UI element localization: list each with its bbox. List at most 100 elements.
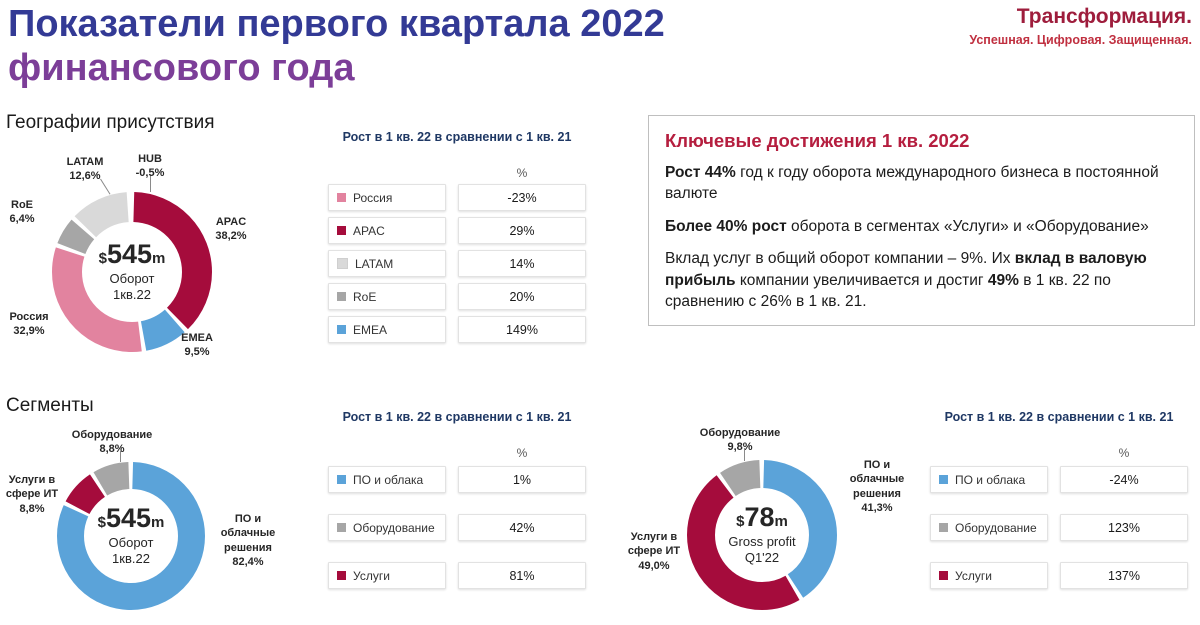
row-label: Россия xyxy=(353,190,393,205)
key-achievements-paragraph: Вклад услуг в общий оборот компании – 9%… xyxy=(665,248,1178,312)
geo-donut-svg xyxy=(52,192,212,352)
row-value-cell: 29% xyxy=(458,217,586,244)
row-label-cell: EMEA xyxy=(328,316,446,343)
legend-swatch xyxy=(337,226,346,235)
key-achievements-panel: Ключевые достижения 1 кв. 2022 Рост 44% … xyxy=(648,115,1195,327)
callout-russia: Россия 32,9% xyxy=(0,310,58,339)
table-row: ПО и облака 1% xyxy=(328,466,586,493)
callout-value: 9,5% xyxy=(184,346,210,359)
callout-label: Услуги в сфере ИТ xyxy=(627,531,681,558)
callout-value: 82,4% xyxy=(232,555,264,568)
row-label-cell: Услуги xyxy=(930,562,1048,589)
row-value-cell: 1% xyxy=(458,466,586,493)
brand-logo-subtitle: Успешная. Цифровая. Защищенная. xyxy=(969,33,1192,47)
donut-segment-ПО и облачные решения xyxy=(57,462,205,610)
text-segment: Рост 44% xyxy=(665,164,736,181)
text-segment: год к году оборота международного бизнес… xyxy=(665,164,1159,203)
table-header: Рост в 1 кв. 22 в сравнении с 1 кв. 21 xyxy=(342,130,572,144)
row-value-cell: 20% xyxy=(458,283,586,310)
key-achievements-paragraph: Более 40% рост оборота в сегментах «Услу… xyxy=(665,216,1178,237)
callout-label: Услуги в сфере ИТ xyxy=(5,474,59,501)
table-row: RoE 20% xyxy=(328,283,586,310)
table-row: Оборудование 42% xyxy=(328,514,586,541)
callout-software-cloud: ПО и облачные решения 41,3% xyxy=(846,458,908,515)
text-segment: вклад в валовую прибыль xyxy=(665,250,1147,289)
callout-apac: APAC 38,2% xyxy=(203,215,259,244)
row-label: Услуги xyxy=(955,568,992,583)
callout-value: 12,6% xyxy=(69,170,101,183)
brand-logo: Трансформация. Успешная. Цифровая. Защищ… xyxy=(969,5,1192,47)
row-value-cell: -24% xyxy=(1060,466,1188,493)
legend-swatch xyxy=(337,571,346,580)
row-value-cell: 149% xyxy=(458,316,586,343)
table-row: Оборудование 123% xyxy=(930,514,1188,541)
callout-emea: EMEA 9,5% xyxy=(170,331,224,360)
callout-label: APAC xyxy=(215,216,247,228)
row-label: ПО и облака xyxy=(353,472,424,487)
row-label: APAC xyxy=(353,223,385,238)
callout-it-services: Услуги в сфере ИТ 49,0% xyxy=(622,530,686,573)
row-label: RoE xyxy=(353,289,377,304)
callout-value: 38,2% xyxy=(215,230,247,243)
row-label-cell: ПО и облака xyxy=(328,466,446,493)
gross-profit-donut-chart: $78m Gross profit Q1'22 Оборудование 9,8… xyxy=(620,418,950,625)
table-row: APAC 29% xyxy=(328,217,586,244)
table-header: Рост в 1 кв. 22 в сравнении с 1 кв. 21 xyxy=(944,410,1174,424)
row-label-cell: Услуги xyxy=(328,562,446,589)
legend-swatch xyxy=(337,475,346,484)
callout-value: 9,8% xyxy=(727,441,753,454)
row-value-cell: -23% xyxy=(458,184,586,211)
table-row: EMEA 149% xyxy=(328,316,586,343)
key-achievements-heading: Ключевые достижения 1 кв. 2022 xyxy=(665,130,970,151)
geo-donut-chart: $545m Оборот 1кв.22 LATAM 12,6% HUB -0,5… xyxy=(0,145,330,370)
segments-revenue-donut-chart: $545m Оборот 1кв.22 Оборудование 8,8% Ус… xyxy=(0,418,330,625)
callout-latam: LATAM 12,6% xyxy=(48,155,122,184)
callout-it-services: Услуги в сфере ИТ 8,8% xyxy=(0,473,64,516)
row-label-cell: Оборудование xyxy=(930,514,1048,541)
callout-label: ПО и облачные решения xyxy=(220,513,276,554)
callout-roe: RoE 6,4% xyxy=(0,198,44,227)
geo-growth-table: Рост в 1 кв. 22 в сравнении с 1 кв. 21 %… xyxy=(328,130,586,350)
callout-value: 49,0% xyxy=(638,559,670,572)
callout-value: 8,8% xyxy=(99,443,125,456)
row-value-cell: 137% xyxy=(1060,562,1188,589)
legend-swatch xyxy=(337,325,346,334)
text-segment: 49% xyxy=(987,271,1019,289)
page-title: Показатели первого квартала 2022 финансо… xyxy=(8,2,665,91)
callout-value: 8,8% xyxy=(19,502,45,515)
callout-label: RoE xyxy=(11,199,33,211)
legend-swatch xyxy=(337,258,348,269)
legend-swatch xyxy=(337,193,346,202)
callout-software-cloud: ПО и облачные решения 82,4% xyxy=(214,512,282,569)
leader-line xyxy=(120,451,121,462)
row-label-cell: APAC xyxy=(328,217,446,244)
table-header: Рост в 1 кв. 22 в сравнении с 1 кв. 21 xyxy=(342,410,572,424)
row-label: Оборудование xyxy=(353,520,435,535)
table-row: ПО и облака -24% xyxy=(930,466,1188,493)
row-value-cell: 42% xyxy=(458,514,586,541)
legend-swatch xyxy=(939,523,948,532)
text-segment: в 1 кв. 22 по сравнению с 26% в 1 кв. 21… xyxy=(665,271,1111,310)
leader-line xyxy=(150,175,151,192)
table-row: LATAM 14% xyxy=(328,250,586,277)
segments-section-heading: Сегменты xyxy=(6,395,94,416)
callout-label: Оборудование xyxy=(71,429,153,441)
row-value-cell: 81% xyxy=(458,562,586,589)
geo-section-heading: Географии присутствия xyxy=(6,112,215,133)
donut-segment-ПО и облачные решения xyxy=(687,460,837,610)
callout-label: Россия xyxy=(9,311,49,323)
row-value-cell: 123% xyxy=(1060,514,1188,541)
percent-column-header: % xyxy=(516,446,528,460)
legend-swatch xyxy=(939,475,948,484)
table-row: Услуги 137% xyxy=(930,562,1188,589)
key-achievements-paragraph: Рост 44% год к году оборота международно… xyxy=(665,162,1178,205)
row-label-cell: ПО и облака xyxy=(930,466,1048,493)
legend-swatch xyxy=(337,523,346,532)
segments-revenue-donut-svg xyxy=(57,462,205,610)
row-label-cell: LATAM xyxy=(328,250,446,277)
percent-column-header: % xyxy=(516,166,528,180)
text-segment: оборота в сегментах «Услуги» и «Оборудов… xyxy=(786,217,1149,235)
callout-label: LATAM xyxy=(66,156,104,168)
donut-segment-Россия xyxy=(52,192,212,352)
